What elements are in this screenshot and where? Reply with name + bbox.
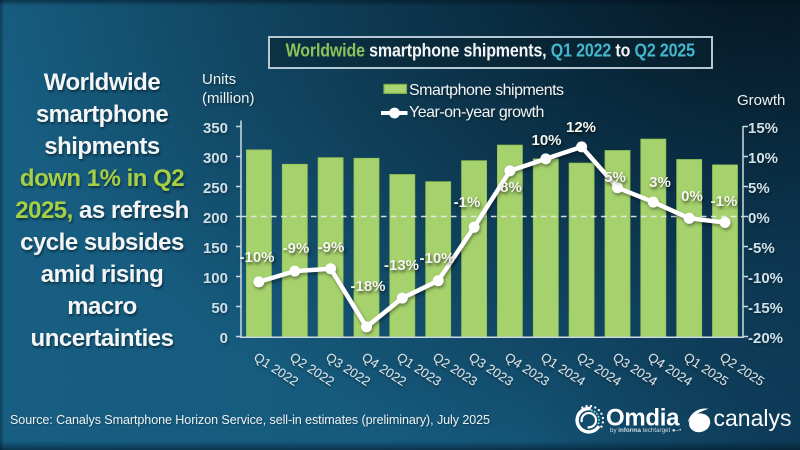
svg-text:canalys: canalys: [714, 405, 792, 431]
svg-text:by informa techtarget ●–•: by informa techtarget ●–•: [610, 427, 681, 434]
svg-text:Omdia: Omdia: [606, 405, 680, 432]
